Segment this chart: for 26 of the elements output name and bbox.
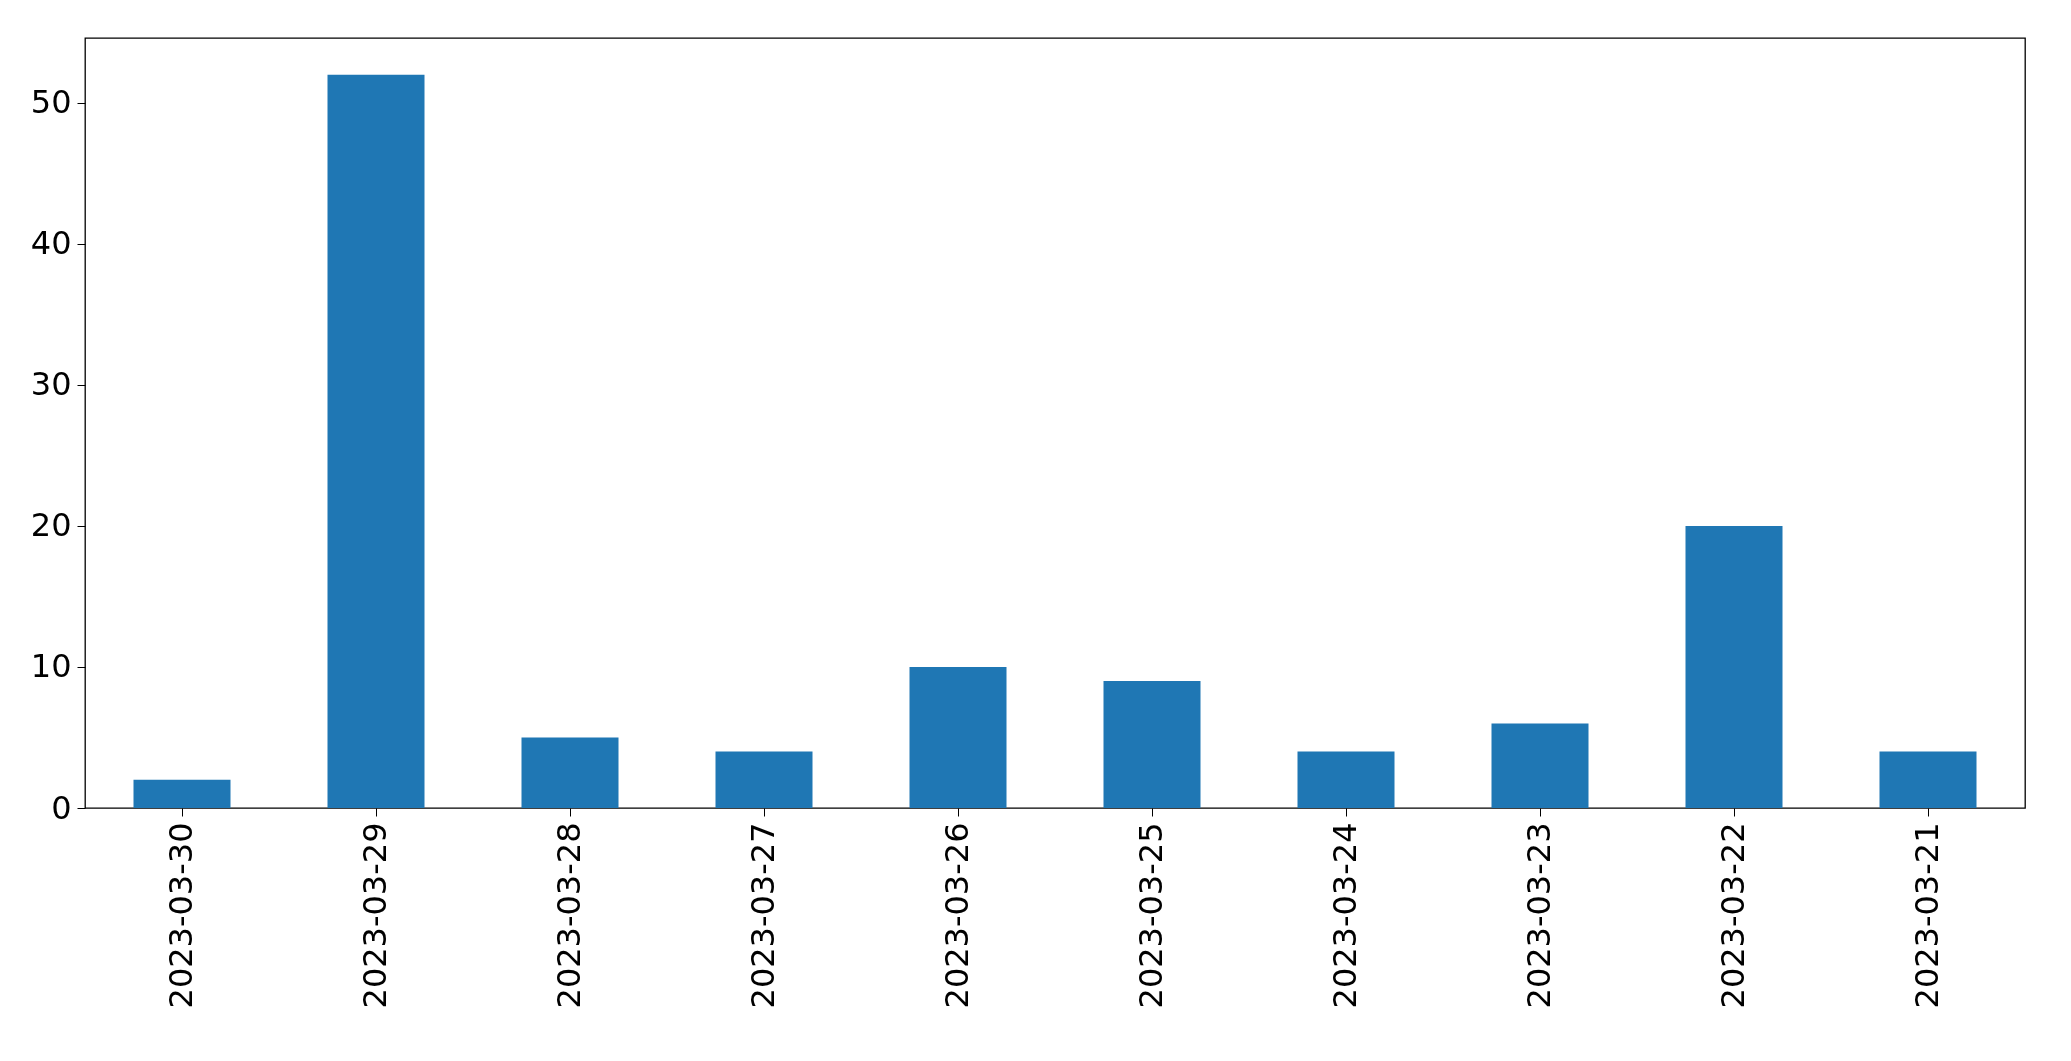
bar [133,779,231,808]
y-tick-label: 20 [30,506,72,545]
x-tick-label: 2023-03-22 [1714,822,1752,1009]
y-tick-label: 40 [30,224,72,263]
bar [521,737,619,808]
x-tick-label: 2023-03-30 [162,822,200,1009]
y-tick-label: 30 [30,365,72,404]
bar [1103,681,1201,808]
x-tick-label: 2023-03-27 [744,822,782,1009]
y-tick-label: 50 [30,83,72,122]
x-tick-label: 2023-03-29 [356,822,394,1009]
bar [1297,751,1395,808]
bar [327,74,425,808]
bar [1879,751,1977,808]
bar [715,751,813,808]
x-tick-label: 2023-03-23 [1520,822,1558,1009]
x-tick-label: 2023-03-21 [1908,822,1946,1009]
x-tick-label: 2023-03-25 [1132,822,1170,1009]
x-tick-label: 2023-03-26 [938,822,976,1009]
y-tick-label: 10 [30,647,72,686]
x-tick-label: 2023-03-24 [1326,822,1364,1009]
y-tick-label: 0 [51,788,72,827]
bar [1491,723,1589,808]
x-tick-label: 2023-03-28 [550,822,588,1009]
bar [909,666,1007,808]
bar [1685,525,1783,808]
